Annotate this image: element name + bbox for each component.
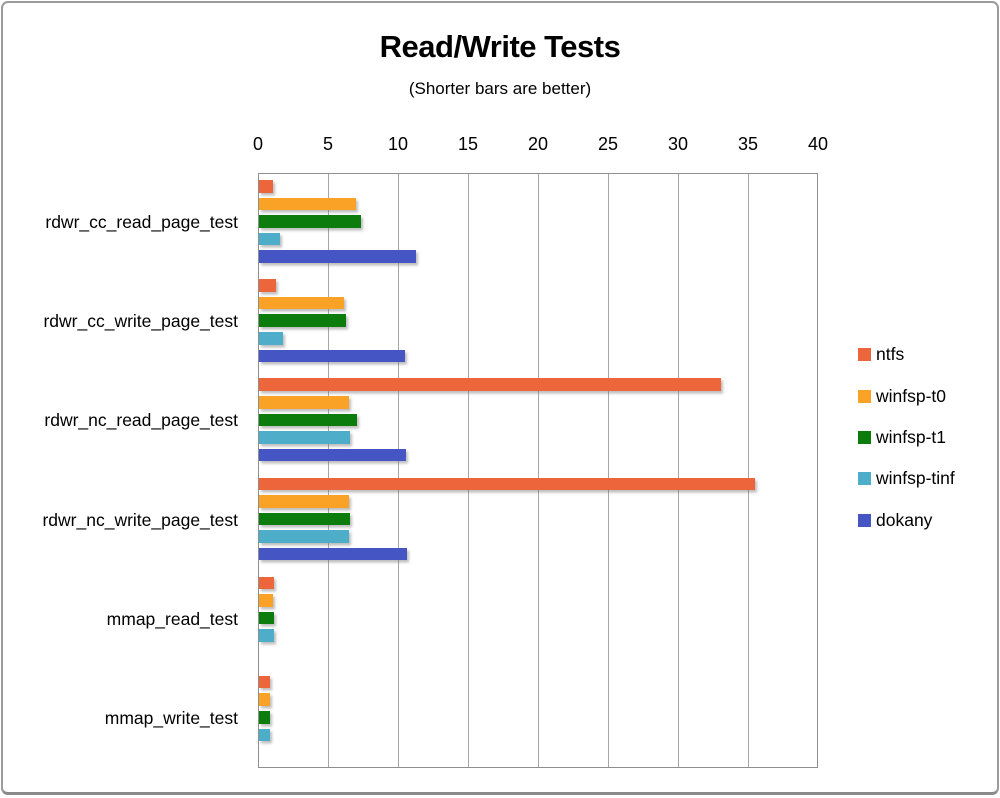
bar-winfsp-t0-rdwr_nc_read_page_test	[259, 395, 349, 409]
bar-winfsp-tinf-rdwr_cc_read_page_test	[259, 232, 280, 246]
legend-swatch-icon	[858, 348, 871, 362]
bar-winfsp-t0-mmap_write_test	[259, 693, 271, 707]
bar-ntfs-rdwr_cc_write_page_test	[259, 279, 276, 292]
category-label-rdwr_nc_read_page_test: rdwr_nc_read_page_test	[44, 410, 238, 431]
chart-subtitle: (Shorter bars are better)	[408, 79, 592, 98]
legend-swatch-icon	[858, 430, 871, 444]
legend-label: winfsp-tinf	[876, 468, 955, 489]
chart-title: Read/Write Tests	[379, 29, 621, 64]
gridline-5	[327, 174, 329, 767]
gridline-15	[467, 174, 469, 767]
category-label-mmap_write_test: mmap_write_test	[104, 707, 238, 728]
legend-label: ntfs	[876, 344, 905, 365]
legend: ntfs winfsp-t0 winfsp-t1 winfsp-tinf dokany	[858, 334, 955, 541]
category-axis-labels: rdwr_cc_read_page_test rdwr_cc_write_page…	[3, 173, 248, 768]
gridline-35	[747, 174, 749, 767]
bar-winfsp-t1-rdwr_nc_write_page_test	[259, 512, 350, 526]
legend-item-ntfs: ntfs	[858, 334, 955, 375]
bar-winfsp-t1-mmap_read_test	[259, 611, 275, 625]
category-label-rdwr_cc_read_page_test: rdwr_cc_read_page_test	[45, 212, 238, 233]
x-tick-label-40: 40	[807, 134, 829, 154]
bar-winfsp-t1-mmap_write_test	[259, 711, 271, 724]
bar-ntfs-rdwr_cc_read_page_test	[259, 180, 273, 193]
category-label-rdwr_cc_write_page_test: rdwr_cc_write_page_test	[43, 311, 238, 332]
legend-swatch-icon	[858, 513, 871, 527]
gridline-10	[397, 174, 399, 767]
legend-label: dokany	[876, 509, 933, 530]
gridline-25	[607, 174, 609, 767]
bar-ntfs-rdwr_nc_write_page_test	[259, 477, 755, 491]
bar-winfsp-tinf-rdwr_nc_write_page_test	[259, 530, 349, 543]
legend-item-winfsp-tinf: winfsp-tinf	[858, 458, 955, 499]
bar-winfsp-t1-rdwr_nc_read_page_test	[259, 413, 357, 427]
bar-ntfs-rdwr_nc_read_page_test	[259, 378, 721, 391]
x-tick-label-25: 25	[597, 134, 619, 154]
bar-winfsp-t0-mmap_read_test	[259, 594, 273, 607]
x-tick-label-10: 10	[387, 134, 409, 154]
legend-item-dokany: dokany	[858, 500, 955, 541]
x-tick-label-5: 5	[322, 134, 333, 154]
legend-swatch-icon	[858, 389, 871, 403]
bar-winfsp-t0-rdwr_cc_write_page_test	[259, 296, 345, 310]
bar-dokany-rdwr_nc_read_page_test	[259, 448, 406, 462]
x-tick-label-30: 30	[667, 134, 689, 154]
legend-item-winfsp-t1: winfsp-t1	[858, 417, 955, 458]
plot-area	[258, 173, 818, 768]
bar-winfsp-t0-rdwr_cc_read_page_test	[259, 197, 356, 211]
bar-winfsp-tinf-mmap_write_test	[259, 728, 271, 742]
gridline-30	[677, 174, 679, 767]
x-tick-label-20: 20	[527, 134, 549, 154]
legend-swatch-icon	[858, 472, 871, 486]
bar-ntfs-mmap_read_test	[259, 576, 275, 590]
bar-dokany-rdwr_cc_read_page_test	[259, 250, 416, 263]
x-tick-label-15: 15	[457, 134, 479, 154]
bar-winfsp-tinf-rdwr_nc_read_page_test	[259, 431, 350, 444]
bar-winfsp-t1-rdwr_cc_write_page_test	[259, 314, 346, 327]
gridline-20	[537, 174, 539, 767]
category-label-mmap_read_test: mmap_read_test	[106, 608, 238, 629]
bar-winfsp-tinf-mmap_read_test	[259, 629, 275, 643]
bar-dokany-rdwr_nc_write_page_test	[259, 547, 408, 561]
bar-dokany-rdwr_cc_write_page_test	[259, 349, 405, 363]
x-tick-label-35: 35	[737, 134, 759, 154]
legend-label: winfsp-t1	[876, 426, 947, 447]
bar-ntfs-mmap_write_test	[259, 675, 271, 689]
bar-winfsp-t1-rdwr_cc_read_page_test	[259, 215, 362, 228]
category-label-rdwr_nc_write_page_test: rdwr_nc_write_page_test	[42, 509, 238, 530]
bar-winfsp-tinf-rdwr_cc_write_page_test	[259, 331, 283, 345]
bar-winfsp-t0-rdwr_nc_write_page_test	[259, 495, 349, 508]
legend-label: winfsp-t0	[876, 385, 947, 406]
legend-item-winfsp-t0: winfsp-t0	[858, 375, 955, 416]
x-tick-label-0: 0	[252, 134, 263, 154]
